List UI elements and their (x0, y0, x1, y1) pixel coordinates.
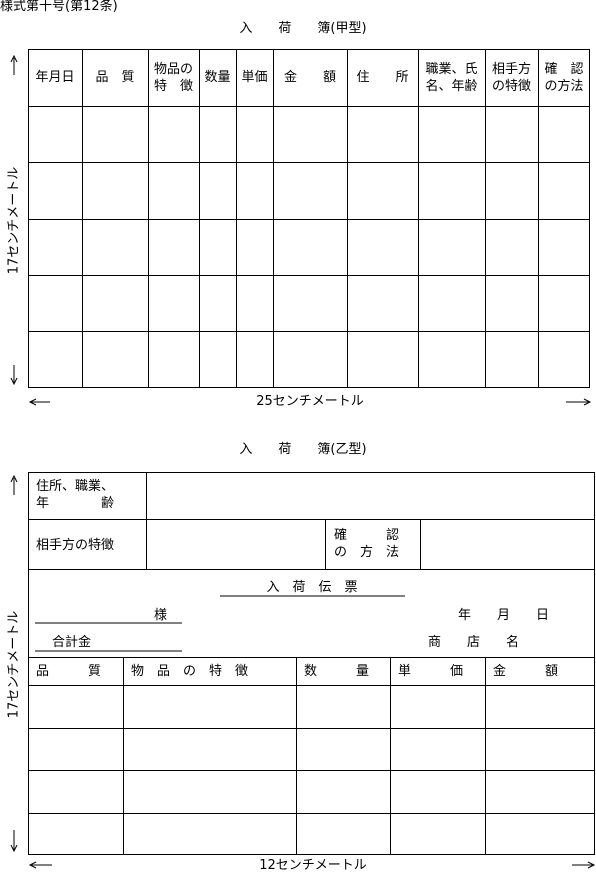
column-header: 金 額 (283, 70, 336, 85)
addressee: 様 (154, 608, 168, 623)
column-header: 物 品 の 特 徴 (131, 663, 249, 679)
column-header: 物品の 特 徴 (153, 61, 193, 94)
height-label: 17センチメートル (6, 610, 22, 719)
date: 年 月 日 (458, 608, 550, 623)
width-label: 12センチメートル (259, 858, 367, 873)
column-header: 品 質 (36, 663, 102, 679)
field-label: 確 認 の 方 法 (334, 528, 400, 560)
column-header: 相手方 の特徴 (491, 61, 531, 94)
field-label: 相手方の特徴 (36, 538, 115, 553)
form-title: 入 荷 簿(甲型) (239, 21, 367, 36)
column-header: 職業、氏 名、年齢 (425, 61, 478, 94)
column-header: 数量 (204, 70, 231, 85)
column-header: 住 所 (356, 70, 409, 85)
column-header: 確 認 の方法 (544, 61, 584, 94)
total: 合計金 (52, 635, 92, 650)
field-label: 住所、職業、 年 齢 (36, 479, 115, 511)
column-header: 品 質 (95, 70, 135, 85)
form-number: 様式第十号(第12条) (0, 0, 118, 14)
column-header: 金 額 (493, 663, 559, 679)
shop: 商 店 名 (428, 635, 520, 650)
height-label: 17センチメートル (6, 166, 22, 275)
column-header: 年月日 (35, 70, 75, 85)
column-header: 単価 (241, 70, 268, 85)
slip-title: 入 荷 伝 票 (266, 580, 358, 595)
form-title: 入 荷 簿(乙型) (239, 442, 367, 457)
width-label: 25センチメートル (256, 394, 364, 409)
column-header: 数 量 (304, 663, 370, 679)
column-header: 単 価 (398, 663, 464, 679)
